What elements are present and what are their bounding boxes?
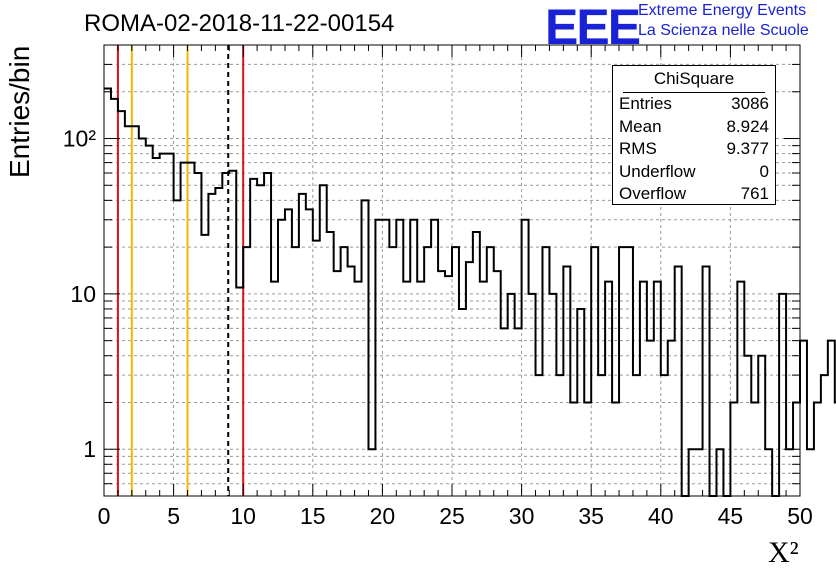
x-tick-labels: 0 5 10 15 20 25 30 35 40 45 50 [98, 503, 813, 529]
stats-row: Mean 8.924 [613, 116, 775, 139]
x-tick-label: 20 [370, 503, 396, 529]
x-tick-label: 30 [509, 503, 535, 529]
eee-logo-mark: EEE [545, 0, 641, 55]
stats-title: ChiSquare [623, 66, 765, 93]
stats-value: 3086 [731, 94, 769, 113]
logo-line-1: Extreme Energy Events [638, 2, 807, 19]
stats-label: RMS [619, 139, 657, 159]
histogram-outline [104, 87, 836, 497]
stats-label: Mean [619, 116, 662, 136]
stats-label: Underflow [619, 161, 696, 181]
chart-title: ROMA-02-2018-11-22-00154 [84, 10, 395, 37]
x-tick-label: 45 [718, 503, 744, 529]
stats-value: 9.377 [726, 139, 769, 159]
stats-row: Overflow 761 [613, 183, 775, 206]
stats-label: Overflow [619, 184, 687, 204]
y-tick-label: 10² [63, 126, 97, 152]
stats-box: ChiSquare Entries 3086 Mean 8.924 RMS 9.377 Un… [612, 65, 776, 205]
x-axis-label: X² [768, 536, 799, 569]
x-tick-label: 5 [167, 503, 180, 529]
y-tick-label: 10 [70, 281, 96, 307]
y-tick-labels: 1 10 10² [63, 126, 97, 463]
stats-row: Underflow 0 [613, 161, 775, 184]
stats-row: RMS 9.377 [613, 138, 775, 161]
stats-label: Entries [619, 94, 672, 113]
y-tick-label: 1 [83, 436, 96, 462]
logo-line-2: La Scienza nelle Scuole [638, 22, 809, 39]
y-axis-label: Entries/bin [4, 45, 35, 178]
x-tick-label: 35 [578, 503, 604, 529]
stats-value: 8.924 [726, 116, 769, 136]
x-tick-label: 10 [230, 503, 256, 529]
stats-rows: Entries 3086 Mean 8.924 RMS 9.377 Underflow 0 Ov… [613, 93, 775, 206]
stats-value: 761 [740, 184, 769, 204]
x-tick-label: 40 [648, 503, 674, 529]
x-tick-label: 25 [439, 503, 465, 529]
x-tick-label: 50 [787, 503, 813, 529]
stats-row: Entries 3086 [613, 93, 775, 116]
x-tick-label: 0 [98, 503, 111, 529]
x-tick-label: 15 [300, 503, 326, 529]
stats-value: 0 [759, 161, 769, 181]
reference-lines [116, 45, 245, 496]
axis-ticks [103, 44, 801, 497]
